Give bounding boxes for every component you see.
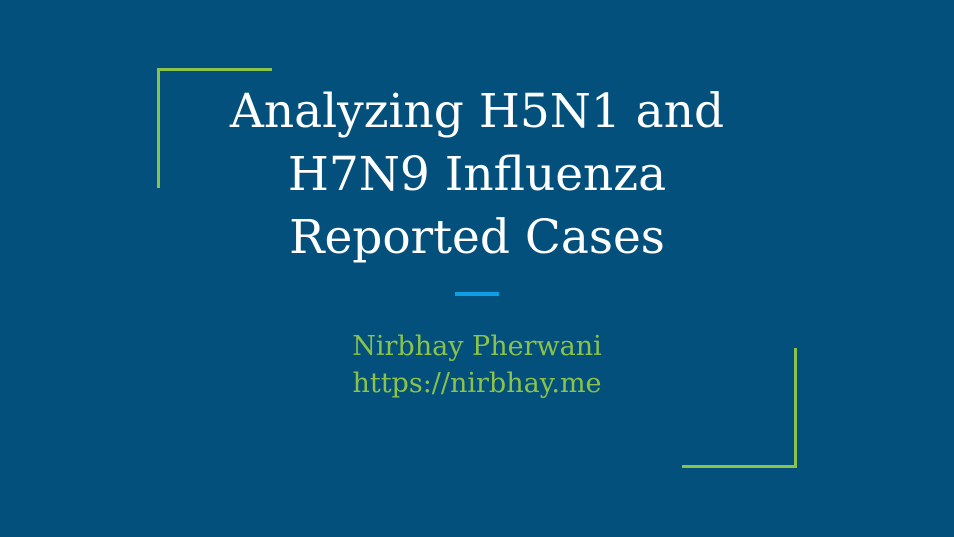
slide-title: Analyzing H5N1 and H7N9 Influenza Report… [177, 80, 777, 269]
title-line-1: Analyzing H5N1 and [229, 84, 725, 139]
slide-subtitle: Nirbhay Pherwani https://nirbhay.me [227, 328, 727, 402]
author-url: https://nirbhay.me [352, 368, 602, 399]
title-line-2: H7N9 Influenza [287, 147, 667, 202]
title-divider [455, 292, 499, 296]
bottom-right-corner-bracket [682, 348, 797, 468]
author-name: Nirbhay Pherwani [352, 331, 602, 362]
top-left-corner-bracket [157, 68, 272, 188]
title-line-3: Reported Cases [289, 210, 665, 265]
